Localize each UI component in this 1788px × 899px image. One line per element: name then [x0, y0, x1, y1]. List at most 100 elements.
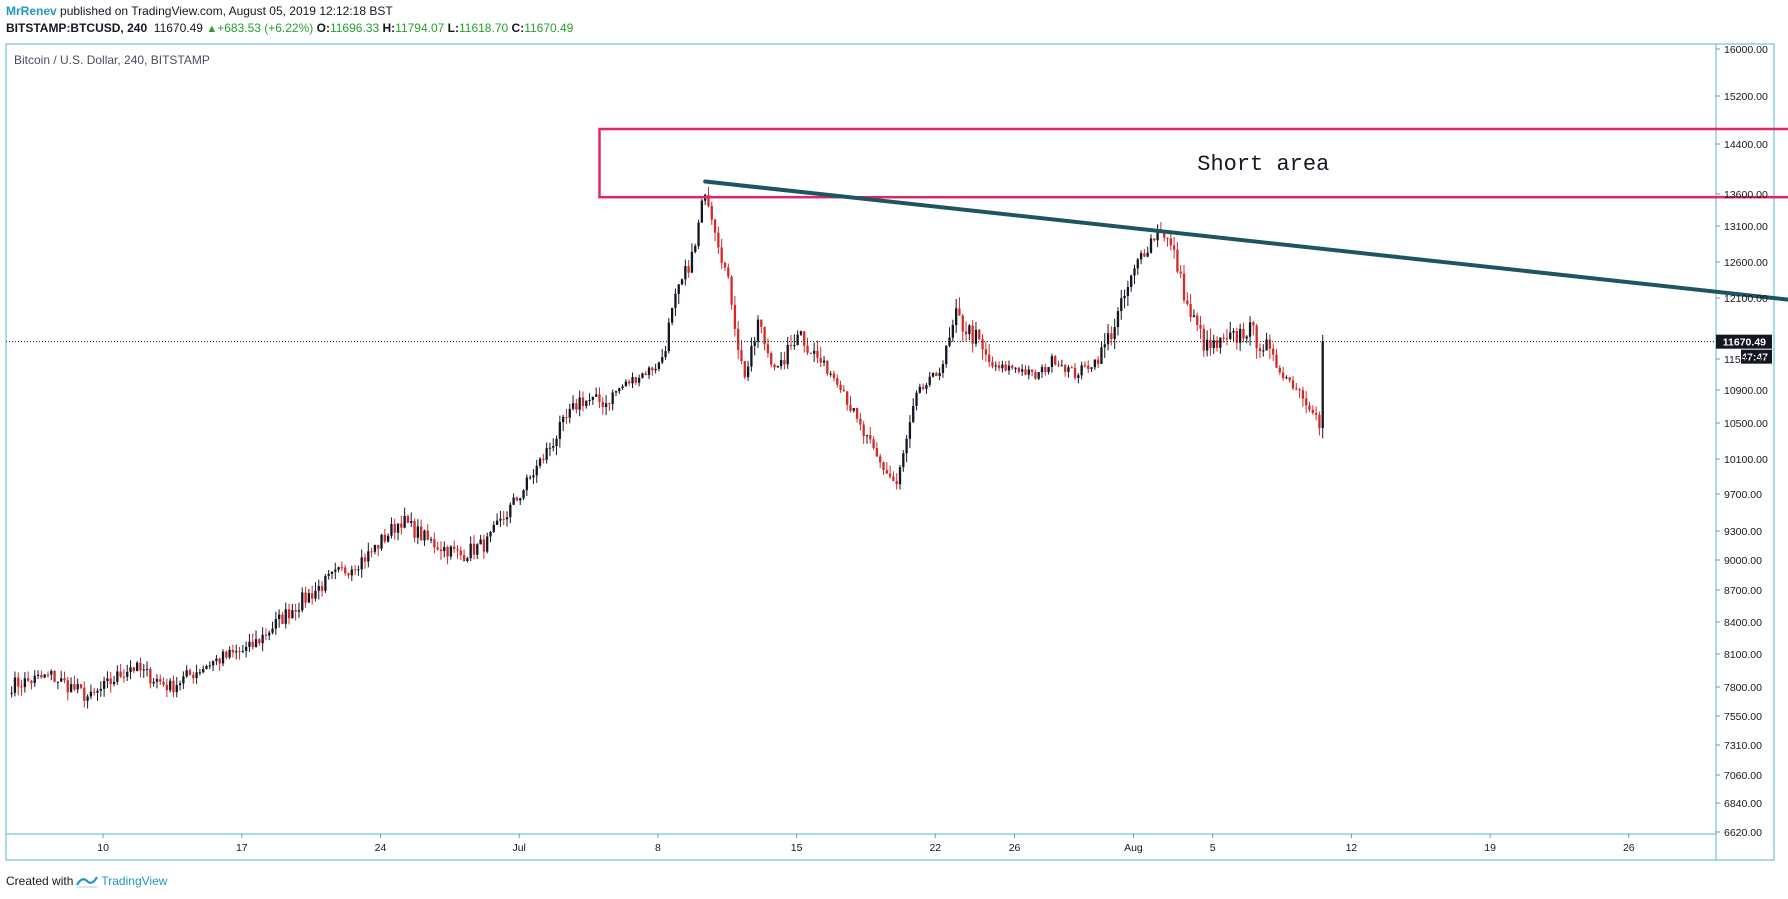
candle [997, 361, 1001, 372]
resistance-trendline[interactable] [703, 179, 1788, 341]
candle [93, 687, 96, 696]
candle [812, 342, 816, 363]
candle [819, 346, 822, 368]
candle [892, 471, 895, 482]
candle [202, 665, 205, 674]
candle [73, 675, 76, 692]
candle [921, 383, 925, 391]
candle [367, 542, 370, 568]
author-link[interactable]: MrRenev [6, 4, 57, 18]
candle [1318, 411, 1321, 436]
candle [737, 320, 740, 360]
candle [816, 340, 819, 364]
candle [1199, 316, 1202, 340]
candle [1205, 330, 1209, 357]
candle [317, 579, 320, 600]
candle [945, 345, 948, 368]
candle [1050, 353, 1054, 373]
candle [1291, 376, 1295, 391]
candle [935, 371, 938, 377]
candle [373, 544, 377, 555]
candle [155, 674, 159, 689]
price-axis[interactable]: 16000.00 15200.00 14400.00 13600.00 13100.00… [1716, 44, 1768, 839]
candle [1054, 354, 1057, 366]
candle [466, 556, 469, 563]
candle [1219, 337, 1222, 354]
tradingview-logo-icon[interactable] [76, 874, 99, 888]
time-axis[interactable]: 10 17 24 Jul 8 15 22 26 Aug 5 12 19 26 [97, 834, 1635, 854]
candle [353, 564, 357, 576]
candle [419, 519, 423, 541]
candle [822, 355, 826, 367]
candle [46, 671, 50, 678]
candle [248, 633, 251, 652]
candle [1073, 363, 1077, 381]
candle [872, 436, 875, 450]
candle [1024, 364, 1027, 376]
candle [954, 298, 958, 334]
candle [79, 683, 83, 690]
candle [664, 345, 667, 360]
candle [119, 663, 122, 679]
time-tick-label: 10 [97, 842, 109, 854]
candle [951, 319, 955, 342]
candle [281, 611, 284, 625]
short-area-box[interactable] [598, 127, 1788, 199]
candle [515, 496, 519, 502]
candle [330, 571, 334, 579]
candle [1001, 360, 1004, 373]
candle [591, 396, 595, 405]
price-tick-label: 9700.00 [1724, 489, 1762, 501]
candle [1063, 363, 1067, 377]
candle [1186, 292, 1189, 306]
candle [1209, 328, 1212, 356]
candle [581, 391, 585, 412]
candle [1011, 364, 1014, 371]
candle [182, 671, 185, 690]
candle [53, 669, 56, 683]
candle [604, 395, 608, 416]
candle [1116, 307, 1120, 336]
tradingview-brand-link[interactable]: TradingView [101, 874, 168, 888]
candle [291, 604, 294, 619]
candle [644, 371, 647, 376]
candle [1034, 369, 1037, 380]
price-tick-label: 9300.00 [1724, 526, 1762, 538]
candle [879, 453, 882, 469]
annotations[interactable]: Short area [598, 127, 1788, 341]
candle [198, 668, 202, 676]
candle [486, 532, 489, 554]
candle [1298, 387, 1301, 399]
candle [687, 260, 690, 278]
candle [855, 407, 859, 423]
candle [172, 675, 175, 698]
candle [218, 657, 221, 671]
candle [1179, 265, 1182, 279]
candle [162, 677, 165, 687]
candle [941, 360, 945, 378]
candle [1139, 250, 1143, 265]
candle [779, 351, 783, 370]
candle [1176, 241, 1179, 274]
candle [390, 517, 393, 539]
candle [159, 674, 162, 685]
candle [462, 549, 466, 562]
candle [410, 512, 413, 528]
candle [565, 408, 568, 424]
candle [301, 587, 304, 613]
candle [122, 669, 126, 683]
candle [700, 198, 704, 223]
candle [1153, 238, 1156, 242]
price-tick-label: 13600.00 [1724, 189, 1768, 201]
candle [1166, 237, 1169, 247]
candle [538, 457, 542, 469]
candle [988, 343, 991, 368]
candle [277, 609, 281, 628]
candle [611, 389, 614, 411]
candle [403, 507, 406, 529]
candle [1305, 391, 1308, 414]
candle [931, 372, 935, 378]
candle [680, 278, 684, 286]
candle [284, 602, 287, 629]
